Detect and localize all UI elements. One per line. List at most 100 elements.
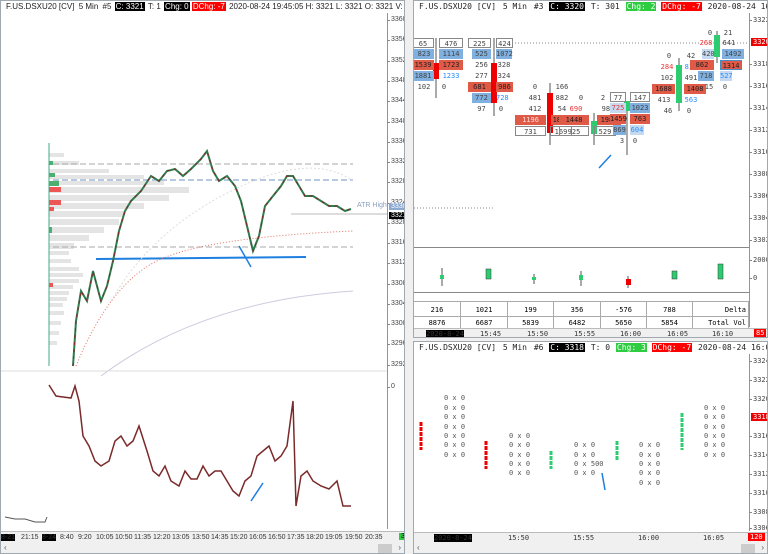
bid-cell: 3 <box>619 137 625 145</box>
ask-cell: 328 <box>497 61 511 69</box>
dom-cell: 0 x 0 <box>444 451 466 459</box>
scroll-right-arrow[interactable]: › <box>398 543 401 552</box>
dom-price-axis[interactable]: 3324 3322 3320 3318 3316 3314 3312 3310 … <box>749 354 767 532</box>
time-tick: 2020-8-24 <box>434 534 472 542</box>
bid-cell: 925 <box>559 126 589 136</box>
dom-header: F.US.DSXU20 [CV] 5 Min #6 C: 3318 T: 0 C… <box>414 342 767 354</box>
bid-cell: 1459 <box>610 114 627 124</box>
left-price-plot[interactable] <box>1 13 387 529</box>
volume-cell: 5650 <box>601 317 647 328</box>
time-tick: 16:00 <box>638 534 660 542</box>
dom-cell: 0 x 0 <box>704 423 726 431</box>
dom-cell: 0 x 0 <box>444 423 466 431</box>
close-badge: C: 3318 <box>549 343 585 352</box>
close-badge: C: 3321 <box>114 2 145 11</box>
scroll-right-arrow[interactable]: › <box>761 543 764 552</box>
bid-cell: 0 <box>666 52 672 60</box>
bid-cell: 102 <box>417 83 431 91</box>
ask-cell: 1114 <box>439 49 463 59</box>
ask-cell: 0 <box>498 105 504 113</box>
time-tick: 15:45 <box>480 330 502 338</box>
ask-cell: 424 <box>496 38 513 48</box>
time-tick: 15:55 <box>574 330 596 338</box>
bid-cell: 102 <box>660 74 674 82</box>
ask-cell: 1492 <box>722 49 744 59</box>
dom-plot[interactable]: 0 x 0 0 x 0 0 x 0 0 x 0 0 x 0 0 x 0 0 x … <box>414 354 749 532</box>
price-tick: 3308 <box>749 508 767 516</box>
time-tick: 14:35 <box>211 534 229 541</box>
price-tick: 3360 <box>387 16 404 23</box>
scroll-left-arrow[interactable]: ‹ <box>4 543 7 552</box>
dom-cell: 0 x 0 <box>444 394 466 402</box>
dom-time-axis[interactable]: 2020-8-24 15:50 15:55 16:00 16:05 120 <box>414 532 767 543</box>
time-tick: 8-21 <box>1 534 16 541</box>
ask-cell: 641 <box>722 39 736 47</box>
ask-cell: 0 <box>686 107 692 115</box>
bid-cell: 1196 <box>515 115 546 125</box>
scroll-thumb[interactable] <box>741 544 755 553</box>
corner-badge: 85 <box>754 329 767 337</box>
dom-cell: 0 x 0 <box>444 413 466 421</box>
corner-badge: 120 <box>748 533 765 541</box>
left-horizontal-scrollbar[interactable]: ‹ › <box>1 543 404 553</box>
delta-tick: 0 <box>748 274 758 282</box>
time-tick: 9:20 <box>78 534 92 541</box>
volume-cell: 5839 <box>508 317 554 328</box>
time-tick: 2020-8-24 <box>426 330 464 338</box>
time-tick: 10:05 <box>96 534 114 541</box>
footprint-time-axis[interactable]: 2020-8-24 15:45 15:50 15:55 16:00 16:05 … <box>414 328 767 338</box>
footprint-chart-window[interactable]: F.US.DSXU20 [CV] 5 Min #3 C: 3320 T: 301… <box>413 0 768 338</box>
price-tick: 3300 <box>387 320 404 327</box>
interval-label: 5 Min <box>502 343 527 352</box>
dom-cell: 0 x 0 <box>509 441 531 449</box>
bid-cell: 0 <box>578 94 584 102</box>
ask-cell: 984 <box>601 105 615 113</box>
volume-cell: 5854 <box>647 317 693 328</box>
dom-chart-window[interactable]: F.US.DSXU20 [CV] 5 Min #6 C: 3318 T: 0 C… <box>413 341 768 554</box>
delta-label: Delta <box>693 302 749 316</box>
dom-horizontal-scrollbar[interactable]: ‹ › <box>414 543 767 553</box>
time-tick: 8-24 <box>42 534 57 541</box>
footprint-plot[interactable]: 65 476 823 1114 1539 1723 1881 1233 102 … <box>414 13 749 245</box>
current-price-badge: 3321 <box>389 212 404 219</box>
dom-cell: 0 x 0 <box>444 432 466 440</box>
chg-badge: Chg: 0 <box>164 2 190 11</box>
dom-cell: 0 x 500 <box>574 460 604 468</box>
left-chart-window[interactable]: F.US.DSXU20 [CV] 5 Min #5 C: 3321 T: 1 C… <box>0 0 405 554</box>
current-price-badge: 3320 <box>751 38 767 46</box>
price-tick: 3312 <box>749 126 767 134</box>
bid-cell: 869 <box>613 125 626 135</box>
bid-cell: 481 <box>528 94 542 102</box>
time-tick: 13:05 <box>172 534 190 541</box>
delta-cell: 788 <box>647 302 693 316</box>
price-tick: 3312 <box>749 470 767 478</box>
scroll-thumb[interactable] <box>378 544 392 553</box>
volume-cell: 8876 <box>414 317 461 328</box>
price-tick: 3314 <box>749 451 767 459</box>
price-tick: 3324 <box>749 357 767 365</box>
ask-cell: 728 <box>496 94 509 102</box>
price-tick: 3348 <box>387 77 404 84</box>
time-tick: 19:05 <box>325 534 343 541</box>
price-tick: 3328 <box>387 178 404 185</box>
ask-cell: 563 <box>684 96 698 104</box>
delta-pane[interactable] <box>414 247 749 293</box>
left-price-axis[interactable]: 3360 3356 3352 3348 3344 3340 3336 3332 … <box>387 13 404 529</box>
ticks-label: T: 301 <box>590 2 620 11</box>
scroll-left-arrow[interactable]: ‹ <box>417 543 420 552</box>
dom-cell: 0 x 0 <box>639 469 661 477</box>
left-time-axis[interactable]: 8-21 21:15 8-24 8:40 9:20 10:05 10:50 11… <box>1 531 404 543</box>
dom-cell: 0 x 0 <box>574 441 596 449</box>
ask-cell: 491 <box>684 74 698 82</box>
delta-row: 216 1021 199 356 -576 788 Delta <box>414 301 767 317</box>
dom-cell: 0 x 0 <box>509 469 531 477</box>
ask-cell: 21 <box>723 29 733 37</box>
bid-cell: 1448 <box>559 115 589 125</box>
time-tick: 20:35 <box>365 534 383 541</box>
dom-cell: 0 x 0 <box>639 460 661 468</box>
time-tick: 16:00 <box>620 330 642 338</box>
